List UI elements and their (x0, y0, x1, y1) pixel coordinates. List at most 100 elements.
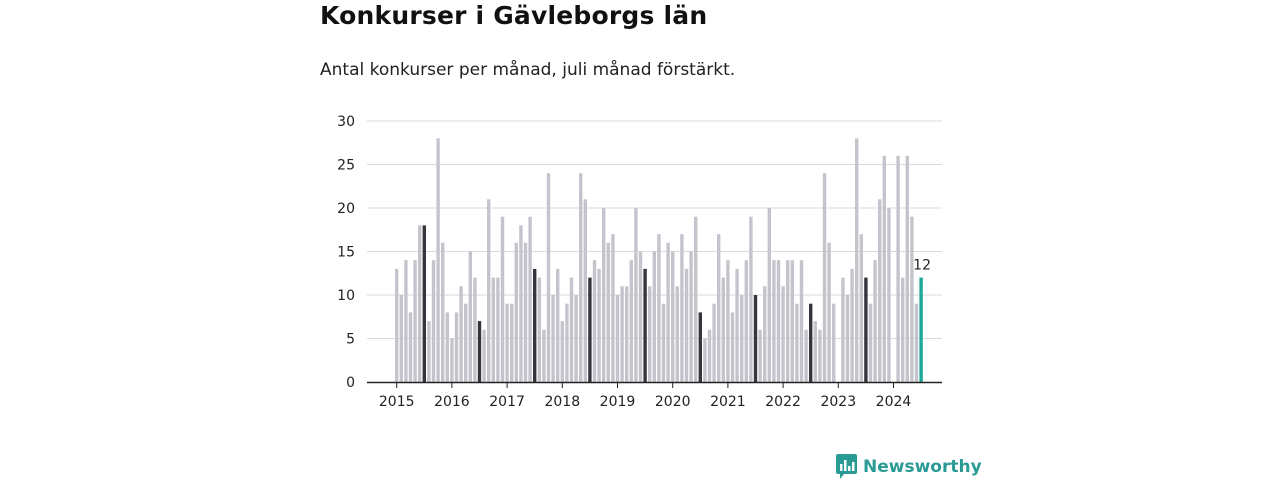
bar-july (698, 312, 702, 382)
latest-value-label: 12 (913, 258, 931, 274)
bar (579, 173, 583, 382)
bar (510, 303, 514, 382)
bar (574, 295, 578, 382)
bar (786, 260, 790, 382)
bars (395, 138, 923, 382)
bar-july (864, 277, 868, 382)
bar (763, 286, 767, 382)
bar (790, 260, 794, 382)
bar (500, 216, 505, 382)
bar (445, 312, 449, 382)
chart-title: Konkurser i Gävleborgs län (320, 1, 708, 30)
bar (749, 216, 753, 382)
bar (418, 225, 422, 382)
bar (781, 286, 785, 382)
bar (602, 208, 606, 382)
bar (542, 329, 546, 382)
x-tick-label: 2024 (876, 394, 912, 410)
bar (459, 286, 463, 382)
bar-latest (919, 277, 923, 382)
bar (730, 312, 735, 382)
bar (436, 138, 440, 382)
y-tick-label: 0 (346, 375, 355, 391)
x-tick-label: 2018 (544, 394, 580, 410)
bar (629, 260, 633, 382)
y-tick-label: 5 (346, 332, 355, 348)
bar (680, 234, 684, 382)
x-axis-ticks: 2015 2016 2017 2018 2019 2020 2021 2022 2023 2024 (379, 382, 912, 410)
x-tick-label: 2017 (489, 394, 525, 410)
bar (896, 155, 900, 382)
bar (712, 303, 716, 382)
bar (850, 268, 854, 382)
bar (905, 155, 909, 382)
brand-name: Newsworthy (863, 457, 982, 477)
bar (427, 321, 431, 382)
y-tick-label: 30 (337, 114, 355, 130)
bar (551, 295, 555, 382)
bar (464, 303, 468, 382)
bar (776, 260, 781, 382)
bar (473, 277, 477, 382)
x-tick-label: 2015 (379, 394, 415, 410)
bar-chart: 0 5 10 15 20 25 30 2015 2016 2017 2018 2019 2020 202… (337, 114, 942, 410)
bar (606, 242, 610, 382)
bar (519, 225, 523, 382)
bar (758, 329, 762, 382)
bar (887, 208, 891, 382)
bar (744, 260, 748, 382)
bar (625, 286, 629, 382)
bar (408, 312, 413, 382)
bar (565, 303, 569, 382)
y-tick-label: 20 (337, 201, 355, 217)
bar (399, 295, 403, 382)
bar (675, 286, 679, 382)
bar (910, 216, 914, 382)
bar (560, 321, 564, 382)
bar (855, 138, 859, 382)
bar (767, 208, 771, 382)
bar-july (643, 268, 647, 382)
chart-subtitle: Antal konkurser per månad, juli månad fö… (320, 60, 736, 80)
bar (689, 251, 693, 382)
bar-july (477, 321, 482, 382)
bar (491, 277, 495, 382)
bar (740, 295, 744, 382)
bar (873, 260, 877, 382)
bar (721, 277, 725, 382)
bar (841, 277, 845, 382)
bar-july (753, 295, 758, 382)
bar (431, 260, 436, 382)
bar (528, 216, 532, 382)
bar (859, 234, 863, 382)
bar (707, 329, 712, 382)
bar-july (422, 225, 426, 382)
bar (671, 251, 675, 382)
bar (726, 260, 730, 382)
x-tick-label: 2021 (710, 394, 746, 410)
y-tick-label: 25 (337, 158, 355, 174)
bar (666, 242, 670, 382)
bar (556, 268, 560, 382)
bar (597, 268, 601, 382)
bar (404, 260, 408, 382)
bar (845, 295, 850, 382)
y-tick-label: 10 (337, 288, 355, 304)
x-tick-label: 2019 (600, 394, 636, 410)
bar (661, 303, 666, 382)
newsworthy-logo[interactable]: Newsworthy (836, 454, 982, 480)
x-tick-label: 2016 (434, 394, 470, 410)
bar (514, 242, 518, 382)
bar-chart-speech-icon (836, 454, 857, 479)
bar (395, 268, 399, 382)
bar (694, 216, 698, 382)
bar (772, 260, 776, 382)
bar (413, 260, 417, 382)
bar (717, 234, 721, 382)
bar (638, 251, 643, 382)
bar (454, 312, 459, 382)
bar (652, 251, 656, 382)
bar (505, 303, 509, 382)
bar (804, 329, 808, 382)
bar (795, 303, 799, 382)
